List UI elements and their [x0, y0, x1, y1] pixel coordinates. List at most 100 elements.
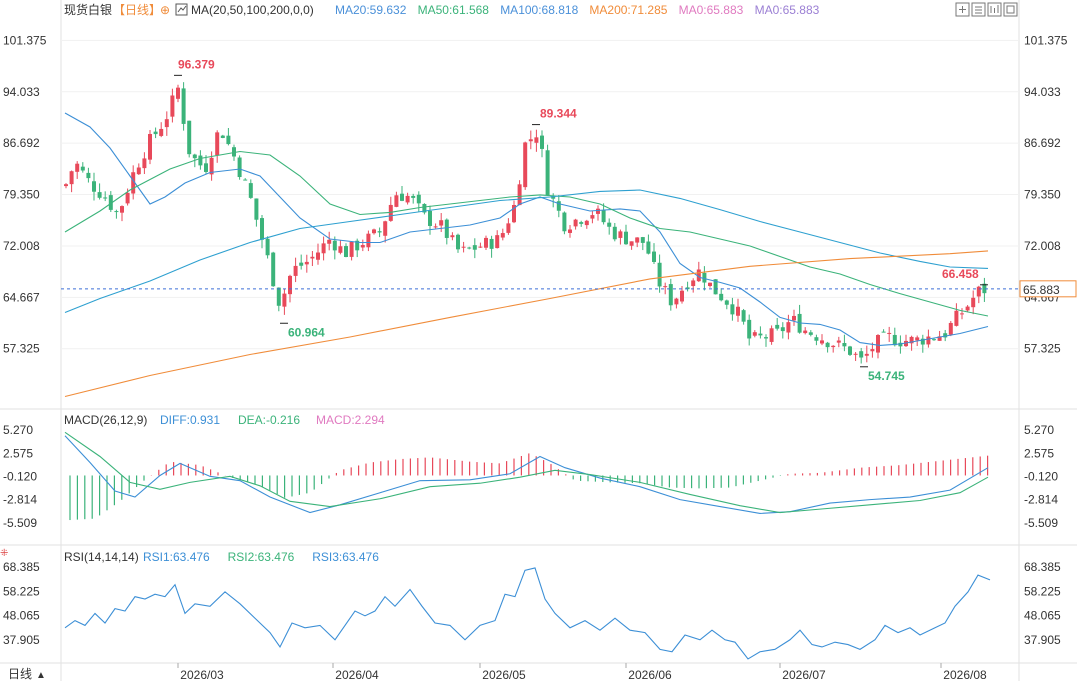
- candle-body: [444, 219, 449, 238]
- macd-legend: DIFF:0.931 DEA:-0.216 MACD:2.294: [160, 413, 385, 427]
- grid-icon[interactable]: [971, 2, 986, 17]
- candle-body: [859, 351, 864, 358]
- rsi-pane[interactable]: 68.385 68.385 58.225 58.225 48.065 48.065 37.9…: [3, 560, 1061, 660]
- ma20-line: [64, 112, 989, 346]
- candle-body: [825, 342, 830, 348]
- candle-body: [976, 286, 981, 297]
- price-tick-left: 101.375: [3, 33, 47, 47]
- candle-body: [500, 233, 505, 238]
- candle-body: [136, 167, 141, 175]
- diff-line: [64, 435, 989, 514]
- x-tick-label: 2026/03: [180, 668, 224, 681]
- candle-body: [484, 237, 488, 248]
- candle-body: [960, 313, 964, 315]
- candle-body: [909, 336, 914, 344]
- candle-body: [338, 246, 343, 253]
- candle-body: [237, 157, 242, 178]
- candle-body: [517, 184, 522, 206]
- settings-icon[interactable]: [1003, 2, 1018, 17]
- candle-body: [920, 338, 925, 345]
- candle-body: [612, 226, 617, 240]
- expand-icon[interactable]: [955, 2, 970, 17]
- candle-body: [108, 195, 113, 210]
- candle-body: [248, 183, 253, 198]
- candle-body: [752, 332, 757, 336]
- candle-body: [260, 218, 264, 240]
- candle-body: [450, 235, 455, 238]
- legend-item: RSI1:63.476: [143, 550, 210, 564]
- candle-body: [668, 284, 673, 306]
- ma200-line: [64, 250, 989, 398]
- period-tag[interactable]: 【日线】: [113, 3, 161, 17]
- candle-body: [75, 163, 80, 172]
- candle-body: [618, 231, 623, 238]
- ma50-line: [64, 150, 989, 317]
- candle-body: [142, 158, 147, 169]
- candle-body: [86, 172, 91, 179]
- ma-params: MA(20,50,100,200,0,0): [191, 3, 314, 17]
- candle-body: [831, 345, 836, 348]
- candle-body: [624, 231, 628, 245]
- period-dropdown-icon[interactable]: ▲: [36, 670, 46, 681]
- chart-style-icon[interactable]: [987, 2, 1002, 17]
- candle-body: [663, 286, 668, 288]
- candle-body: [170, 95, 175, 117]
- symbol-title: 现货白银: [64, 2, 112, 17]
- candle-body: [327, 239, 332, 244]
- price-tick-right: 101.375: [1024, 33, 1068, 47]
- candle-body: [982, 283, 987, 294]
- candle-body: [898, 342, 903, 347]
- candle-body: [657, 262, 662, 287]
- candle-body: [198, 155, 203, 166]
- macd-tick-right: 5.270: [1024, 423, 1054, 437]
- candle-body: [366, 233, 371, 248]
- candle-body: [304, 261, 309, 265]
- candle-body: [596, 208, 600, 214]
- ma-legend-item: MA20:59.632: [335, 3, 407, 17]
- macd-pane[interactable]: 5.270 5.270 2.575 2.575 -0.120 -0.120 -2.814 -2…: [3, 423, 1058, 530]
- candle-body: [853, 353, 858, 355]
- legend-item: RSI2:63.476: [228, 550, 295, 564]
- settings-dot-icon[interactable]: ⊕: [160, 3, 170, 17]
- candle-body: [836, 340, 841, 343]
- macd-title: MACD(26,12,9): [64, 413, 147, 427]
- rsi-title: RSI(14,14,14): [64, 550, 139, 564]
- period-selector[interactable]: 日线: [8, 667, 32, 681]
- rsi-legend: RSI1:63.476 RSI2:63.476 RSI3:63.476: [143, 550, 379, 564]
- rsi-drag-icon[interactable]: ⁜: [0, 548, 8, 559]
- legend-item: DIFF:0.931: [160, 413, 220, 427]
- candle-body: [702, 272, 707, 283]
- rsi-tick-right: 48.065: [1024, 609, 1061, 623]
- candle-body: [489, 238, 494, 249]
- price-tick-left: 86.692: [3, 136, 40, 150]
- candle-body: [730, 304, 735, 315]
- candle-body: [254, 198, 259, 220]
- candle-body: [876, 335, 880, 353]
- candle-body: [148, 133, 152, 160]
- candle-body: [187, 120, 192, 155]
- candle-body: [310, 256, 315, 259]
- x-tick-label: 2026/07: [782, 668, 826, 681]
- rsi-tick-left: 37.905: [3, 633, 40, 647]
- candle-body: [131, 172, 136, 194]
- candle-body: [69, 171, 74, 185]
- price-pane[interactable]: 101.375 101.375 94.033 94.033 86.692 86.692 79…: [3, 33, 1077, 398]
- candle-body: [220, 135, 225, 138]
- candle-body: [780, 327, 785, 332]
- candle-body: [232, 147, 236, 157]
- rsi-tick-left: 68.385: [3, 560, 40, 574]
- candle-body: [506, 223, 511, 233]
- candle-body: [114, 211, 119, 213]
- candle-body: [652, 251, 656, 262]
- extreme-label: 54.745: [868, 369, 905, 383]
- candle-body: [288, 275, 292, 295]
- indicator-toggle-icon[interactable]: [175, 3, 188, 16]
- candle-body: [814, 337, 819, 341]
- candle-body: [176, 87, 180, 99]
- time-axis: 2026/03 2026/04 2026/05 2026/06 2026/07 2026/…: [177, 663, 987, 681]
- extreme-label: 60.964: [288, 325, 325, 339]
- macd-tick-left: 2.575: [3, 446, 33, 460]
- candle-body: [97, 192, 102, 198]
- legend-item: RSI3:63.476: [312, 550, 379, 564]
